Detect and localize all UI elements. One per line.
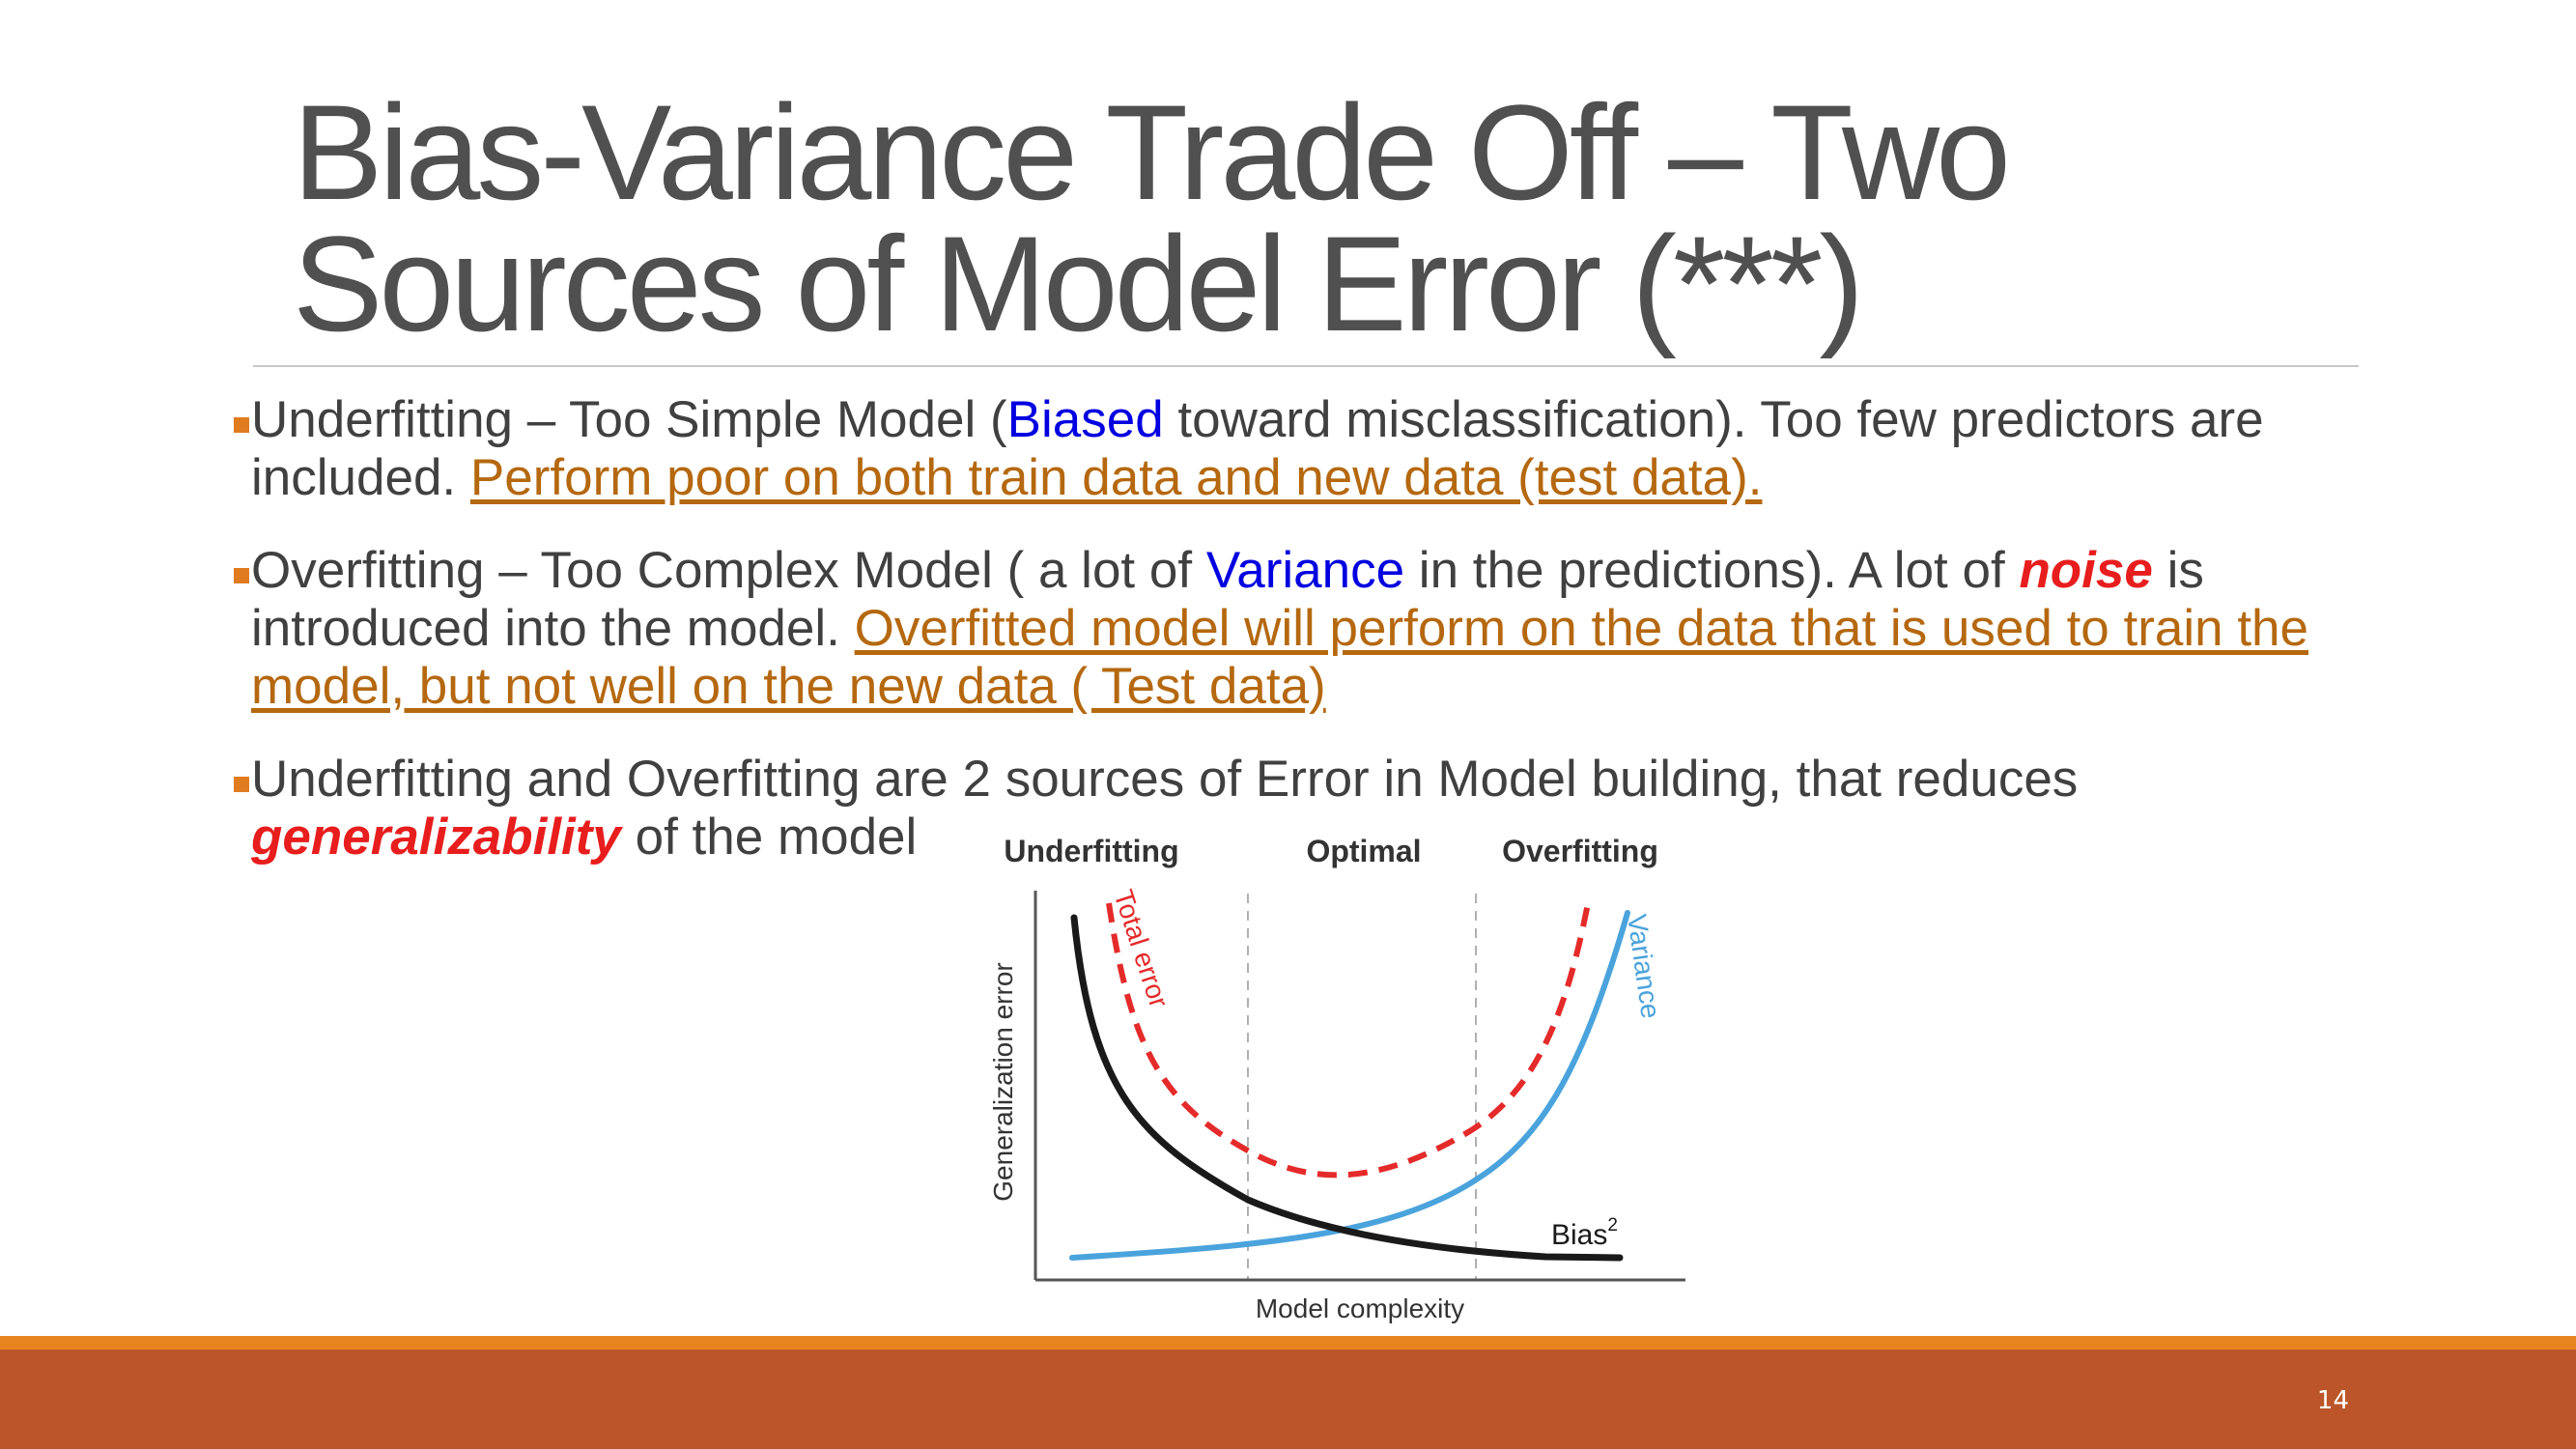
footer-bar: 14 bbox=[0, 1350, 2576, 1449]
bullet-text-part: Underfitting and Overfitting are 2 sourc… bbox=[251, 751, 2079, 808]
bullet-text-part: toward misclassification). Too few predi… bbox=[251, 391, 2264, 506]
slide-title-line-1: Bias-Variance Trade Off – Two bbox=[293, 76, 2011, 228]
footer-accent-stripe bbox=[0, 1336, 2576, 1350]
bullet-underfitting: Underfitting – Too Simple Model (Biased … bbox=[234, 391, 2388, 507]
bullet-overfitting: Overfitting – Too Complex Model ( a lot … bbox=[234, 542, 2388, 716]
bullet-text-part: Underfitting – Too Simple Model ( bbox=[251, 391, 1007, 448]
bullet-text-part: is introduced into the model. bbox=[251, 542, 2204, 657]
bullet-text: Overfitting – Too Complex Model ( a lot … bbox=[251, 542, 2388, 716]
total-error-curve bbox=[1106, 897, 1592, 1179]
bullet-text-part: of the model bbox=[620, 809, 918, 866]
keyword-variance: Variance bbox=[1205, 542, 1405, 599]
bias-label-text: Bias bbox=[1551, 1219, 1607, 1251]
keyword-generalizability: generalizability bbox=[251, 809, 621, 866]
bullet-error-sources: Underfitting and Overfitting are 2 sourc… bbox=[234, 751, 2388, 867]
keyword-biased: Biased bbox=[1006, 391, 1164, 448]
label-overfitting: Overfitting bbox=[1502, 834, 1658, 868]
bullet-marker-icon bbox=[234, 568, 249, 583]
bullet-marker-icon bbox=[234, 417, 249, 433]
label-optimal: Optimal bbox=[1306, 834, 1421, 868]
bullet-text: Underfitting – Too Simple Model (Biased … bbox=[251, 391, 2388, 507]
bullet-text-part: Overfitting – Too Complex Model ( a lot … bbox=[251, 542, 1206, 599]
slide-title-line-2: Sources of Model Error (***) bbox=[293, 208, 1864, 359]
bullet-text: Underfitting and Overfitting are 2 sourc… bbox=[251, 751, 2388, 867]
slide-title: Bias-Variance Trade Off – Two Sources of… bbox=[293, 76, 2321, 359]
bias-label: Bias2 bbox=[1551, 1215, 1618, 1251]
bullet-marker-icon bbox=[234, 777, 249, 792]
keyword-noise: noise bbox=[2019, 542, 2153, 599]
bias-superscript: 2 bbox=[1607, 1215, 1618, 1236]
page-number: 14 bbox=[2316, 1386, 2349, 1415]
variance-curve bbox=[1069, 910, 1630, 1261]
label-underfitting: Underfitting bbox=[1004, 834, 1178, 868]
variance-label: Variance bbox=[1622, 913, 1666, 1021]
bullet-text-part: in the predictions). A lot of bbox=[1404, 542, 2020, 599]
bias-variance-figure: Underfitting Optimal Overfitting Total e… bbox=[966, 821, 1710, 1343]
bias-variance-diagram: Underfitting Optimal Overfitting Total e… bbox=[988, 834, 1685, 1323]
underfitting-link[interactable]: Perform poor on both train data and new … bbox=[469, 449, 1763, 506]
bullet-list: Underfitting – Too Simple Model (Biased … bbox=[234, 391, 2388, 901]
bias-squared-curve bbox=[1070, 914, 1624, 1262]
x-axis-label: Model complexity bbox=[1256, 1293, 1464, 1323]
overfitting-link[interactable]: Overfitted model will perform on the dat… bbox=[251, 600, 2309, 715]
y-axis-label: Generalization error bbox=[988, 962, 1018, 1201]
title-divider bbox=[253, 365, 2359, 367]
